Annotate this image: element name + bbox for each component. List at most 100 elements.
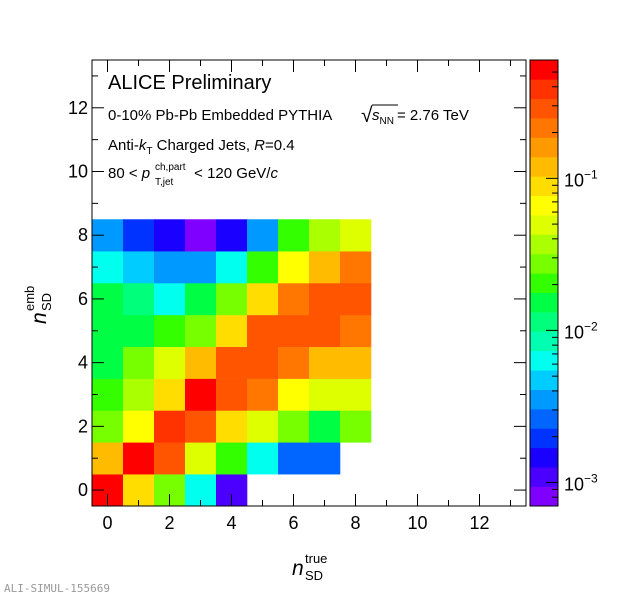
y-tick-label: 0 bbox=[78, 480, 88, 500]
heatmap-cell bbox=[185, 346, 217, 379]
heatmap-cell bbox=[154, 442, 186, 475]
heatmap-cell bbox=[123, 410, 155, 443]
heatmap-cell bbox=[309, 378, 341, 411]
colorbar-band bbox=[530, 409, 558, 429]
heatmap-cell bbox=[123, 219, 155, 252]
heatmap-cell bbox=[340, 283, 372, 316]
algo-suffix: Charged Jets, bbox=[152, 137, 254, 154]
heatmap-cell bbox=[123, 378, 155, 411]
colorbar-band bbox=[530, 370, 558, 390]
footer-label: ALI-SIMUL-155669 bbox=[4, 582, 110, 595]
colorbar-band bbox=[530, 273, 558, 293]
colorbar-band bbox=[530, 350, 558, 371]
heatmap-cell bbox=[216, 314, 248, 348]
x-axis-label: n true SD bbox=[292, 545, 333, 583]
colorbar-band bbox=[530, 331, 558, 352]
heatmap-cell bbox=[154, 314, 186, 348]
colorbar-band bbox=[530, 215, 558, 235]
heatmap-cell bbox=[247, 219, 279, 252]
colorbar-band bbox=[530, 447, 558, 468]
heatmap-cell bbox=[278, 442, 310, 475]
y-tick-label: 10 bbox=[68, 162, 88, 182]
heatmap-cell bbox=[123, 251, 155, 284]
heatmap-cell bbox=[123, 442, 155, 475]
heatmap-cell bbox=[278, 346, 310, 379]
x-axis-ticks: 0 2 4 6 8 10 12 bbox=[102, 60, 511, 533]
colorbar-band bbox=[530, 467, 558, 487]
energy-annotation: sNN = 2.76 TeV bbox=[372, 107, 469, 127]
collision-prefix: 0-10% Pb-Pb Embedded PYTHIA bbox=[108, 107, 332, 124]
x-tick-label: 8 bbox=[350, 513, 360, 533]
pt-upper-annotation: < 120 GeV/c bbox=[190, 165, 278, 182]
x-tick-label: 12 bbox=[469, 513, 489, 533]
radius-value: =0.4 bbox=[265, 137, 295, 154]
heatmap-cell bbox=[185, 283, 217, 316]
heatmap-cell bbox=[216, 442, 248, 475]
y-tick-label: 8 bbox=[78, 225, 88, 245]
heatmap-cell bbox=[154, 410, 186, 443]
heatmap-cell bbox=[123, 314, 155, 348]
x-tick-label: 2 bbox=[164, 513, 174, 533]
pt-p: p bbox=[141, 165, 150, 182]
heatmap-cell bbox=[123, 346, 155, 379]
heatmap-cell bbox=[185, 378, 217, 411]
colorbar-band bbox=[530, 486, 558, 507]
y-tick-label: 6 bbox=[78, 289, 88, 309]
heatmap-cell bbox=[185, 219, 217, 252]
heatmap-cell bbox=[278, 314, 310, 348]
heatmap-cell bbox=[154, 283, 186, 316]
y-axis-label: n emb SD bbox=[16, 280, 54, 324]
heatmap-cell bbox=[278, 251, 310, 284]
y-axis-superscript: emb bbox=[22, 286, 37, 311]
heatmap-cell bbox=[185, 251, 217, 284]
heatmap-cell bbox=[278, 219, 310, 252]
x-axis-subscript: SD bbox=[305, 568, 323, 583]
plot-frame bbox=[91, 59, 527, 507]
colorbar-band bbox=[530, 312, 558, 332]
y-tick-label: 12 bbox=[68, 98, 88, 118]
heatmap-cell bbox=[309, 346, 341, 379]
x-tick-label: 4 bbox=[226, 513, 236, 533]
heatmap-cell bbox=[123, 283, 155, 316]
y-axis-ticks: 0 2 4 6 8 10 12 bbox=[68, 75, 526, 500]
colorbar-tick-label: 10−1 bbox=[564, 167, 598, 190]
colorbar-tick-label: 10−3 bbox=[564, 471, 598, 494]
heatmap-cell bbox=[278, 283, 310, 316]
energy-value: = 2.76 TeV bbox=[397, 107, 469, 124]
y-axis-symbol: n bbox=[28, 312, 51, 324]
colorbar-band bbox=[530, 98, 558, 119]
heatmap-cell bbox=[340, 378, 372, 411]
heatmap-cell bbox=[216, 410, 248, 443]
heatmap-cell bbox=[309, 219, 341, 252]
chart-title: ALICE Preliminary bbox=[108, 72, 271, 94]
heatmap-cell bbox=[185, 314, 217, 348]
y-axis-subscript: SD bbox=[39, 293, 54, 311]
colorbar-band bbox=[530, 253, 558, 274]
heatmap-cell bbox=[309, 251, 341, 284]
heatmap-cell bbox=[216, 251, 248, 284]
heatmap-cell bbox=[247, 442, 279, 475]
algorithm-annotation: Anti-kT Charged Jets, R=0.4 bbox=[108, 137, 295, 157]
algo-k-subscript: T bbox=[146, 146, 152, 157]
heatmap-cells bbox=[92, 219, 372, 507]
colorbar-band bbox=[530, 195, 558, 216]
colorbar-band bbox=[530, 156, 558, 177]
s-label: s bbox=[372, 107, 380, 124]
pt-c: c bbox=[270, 165, 278, 182]
colorbar-ticks: 10−1 10−2 10−3 bbox=[546, 71, 598, 507]
heatmap-cell bbox=[309, 314, 341, 348]
colorbar-band bbox=[530, 234, 558, 255]
pt-upper: < 120 GeV/ bbox=[190, 165, 271, 182]
heatmap-cell bbox=[216, 346, 248, 379]
heatmap-cell bbox=[154, 378, 186, 411]
heatmap-cell bbox=[340, 251, 372, 284]
heatmap-cell bbox=[278, 378, 310, 411]
pt-superscript: ch,part bbox=[155, 162, 186, 173]
heatmap-cell bbox=[340, 346, 372, 379]
colorbar-band bbox=[530, 292, 558, 313]
x-tick-label: 6 bbox=[288, 513, 298, 533]
colorbar-frame bbox=[529, 59, 559, 507]
heatmap-cell bbox=[185, 410, 217, 443]
heatmap-cell bbox=[278, 410, 310, 443]
